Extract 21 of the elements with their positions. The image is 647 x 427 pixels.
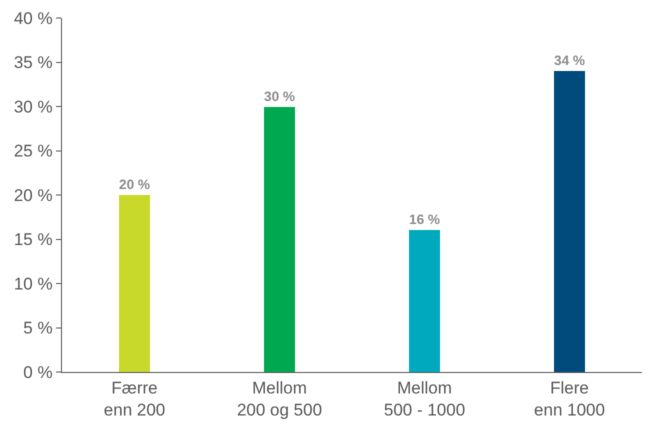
bar — [554, 71, 585, 372]
x-tick-label: Mellom 500 - 1000 — [384, 378, 466, 420]
data-label: 20 % — [119, 176, 150, 192]
bar — [409, 230, 440, 372]
y-tick-label: 30 % — [14, 97, 53, 116]
data-label: 16 % — [409, 212, 440, 227]
data-label: 34 % — [554, 52, 585, 68]
x-tick-label: Flere enn 1000 — [534, 378, 605, 420]
y-tick-label: 10 % — [14, 274, 53, 294]
y-tick-label: 0 % — [23, 362, 53, 382]
y-tick-label: 5 % — [23, 318, 53, 338]
bar — [119, 195, 150, 372]
x-tick-label: Mellom 200 og 500 — [236, 378, 322, 420]
bar — [264, 107, 295, 372]
y-tick-label: 35 % — [14, 53, 53, 72]
y-tick-label: 20 % — [14, 186, 53, 205]
data-label: 30 % — [264, 88, 295, 104]
y-tick-label: 15 % — [14, 230, 53, 250]
x-tick-label: Færre enn 200 — [104, 378, 166, 420]
y-tick-label: 25 % — [14, 142, 53, 161]
y-tick-label: 40 % — [14, 8, 53, 28]
